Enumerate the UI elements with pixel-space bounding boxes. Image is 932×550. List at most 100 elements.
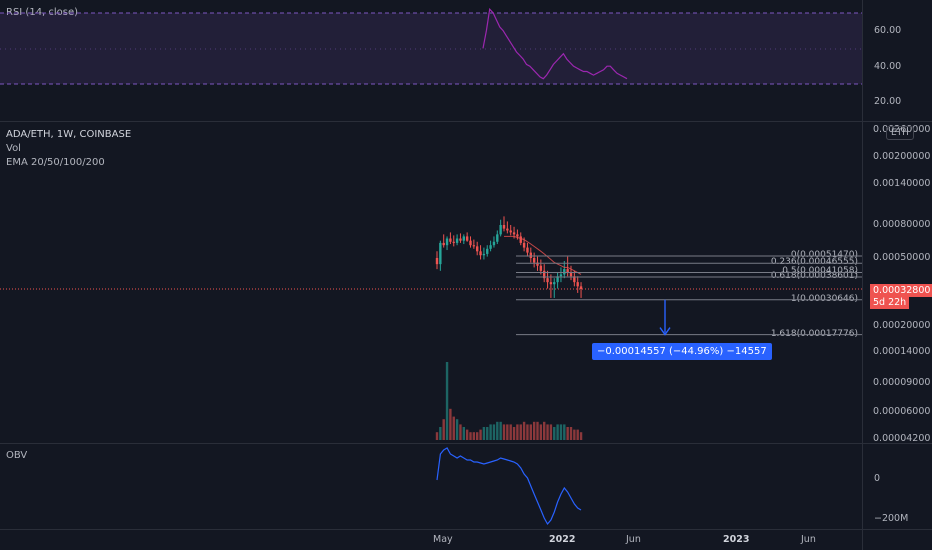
price-tick: 0.00140000 (873, 178, 931, 189)
volume-bar (536, 421, 539, 440)
candle-body (556, 276, 559, 283)
volume-bar (532, 421, 536, 440)
candle-body (465, 236, 469, 241)
volume-bar (496, 421, 499, 440)
volume-bar (576, 429, 579, 440)
rsi-band-fill (0, 13, 862, 84)
candle-body (549, 282, 553, 285)
fib-level-label: 1.618(0.00017776) (770, 328, 858, 339)
rsi-pane-bottom-border (0, 121, 932, 122)
candle-body (449, 238, 452, 242)
candle-body (516, 234, 519, 237)
candle-body (442, 242, 445, 246)
candle-body (546, 278, 549, 283)
volume-bar (439, 427, 442, 440)
candle-body (459, 238, 462, 241)
candle-body (573, 276, 576, 283)
candle-body (469, 240, 472, 246)
candle-body (529, 252, 532, 258)
time-label-2023: 2023 (723, 534, 750, 545)
fib-level-label: 0.618(0.00038601) (770, 271, 858, 282)
candle-body (509, 230, 512, 233)
volume-bar (469, 432, 472, 440)
rsi-level-60: 60.00 (874, 25, 902, 36)
rsi-level-40: 40.00 (874, 61, 902, 72)
obv-pane-top-border (0, 443, 932, 444)
ema-indicator-label[interactable]: EMA 20/50/100/200 (6, 157, 105, 168)
time-axis-top-border (0, 529, 932, 530)
volume-bar (509, 424, 512, 440)
candle-body (506, 228, 509, 231)
volume-bar (462, 427, 465, 440)
price-tick: 0.00014000 (873, 346, 931, 357)
volume-bar (486, 427, 489, 440)
candle-body (563, 269, 566, 275)
volume-indicator-label[interactable]: Vol (6, 143, 21, 154)
volume-bar (445, 362, 449, 440)
time-label-jun-2: Jun (801, 534, 816, 545)
volume-bar (449, 408, 452, 440)
candle-body (439, 242, 442, 265)
candle-body (499, 225, 502, 235)
volume-bar (556, 424, 559, 440)
volume-bar (489, 424, 492, 440)
fib-level-label: 0(0.00051470) (790, 249, 858, 260)
candle-body (455, 238, 459, 243)
candle-body (482, 253, 486, 256)
volume-bar (502, 424, 506, 440)
volume-bar (455, 419, 459, 440)
candle-body (569, 272, 573, 277)
volume-bar (546, 424, 549, 440)
volume-bar (573, 429, 576, 440)
candle-body (492, 241, 496, 246)
volume-bar (549, 424, 553, 440)
price-tick: 0.00080000 (873, 219, 931, 230)
volume-bar (472, 432, 476, 440)
volume-bar (553, 427, 556, 440)
candle-body (566, 269, 569, 273)
fib-level-label: 0.236(0.00046555) (770, 257, 858, 268)
candle-body (445, 238, 449, 246)
volume-bar (506, 424, 509, 440)
candle-body (479, 251, 482, 256)
volume-bar (569, 427, 573, 440)
price-tick: 0.00200000 (873, 151, 931, 162)
candle-body (435, 258, 439, 265)
fib-level-label: 1(0.00030646) (790, 293, 858, 304)
candle-body (526, 247, 529, 253)
measure-tooltip[interactable]: −0.00014557 (−44.96%) −14557 (592, 343, 772, 360)
price-axis-border (862, 0, 863, 550)
time-label-2022: 2022 (549, 534, 576, 545)
volume-bar (579, 432, 583, 440)
volume-bar (529, 424, 532, 440)
volume-bar (526, 424, 529, 440)
candle-body (476, 246, 479, 252)
volume-bar (519, 424, 522, 440)
symbol-title[interactable]: ADA/ETH, 1W, COINBASE (6, 129, 132, 140)
candle-body (522, 242, 526, 248)
candle-body (496, 234, 499, 242)
candle-body (462, 236, 465, 241)
price-tick: 0.00006000 (873, 406, 931, 417)
candle-body (576, 282, 579, 287)
volume-bar (479, 429, 482, 440)
candle-body (502, 225, 506, 229)
obv-title[interactable]: OBV (6, 450, 28, 461)
volume-bar (543, 421, 546, 440)
volume-bar (522, 421, 526, 440)
time-label-jun: Jun (626, 534, 641, 545)
time-label-may: May (433, 534, 453, 545)
obv-line (436, 447, 582, 526)
volume-bar (482, 427, 486, 440)
ema-line (504, 235, 582, 275)
candle-body (519, 236, 522, 243)
fib-level-label: 0.5(0.00041058) (782, 266, 858, 277)
volume-bar (499, 421, 502, 440)
price-tick: 0.00020000 (873, 320, 931, 331)
measure-arrow-head (659, 327, 671, 336)
currency-button[interactable]: ETH (886, 126, 914, 140)
candle-body (472, 245, 476, 247)
last-price-badge: 0.00032800 (870, 284, 932, 297)
candle-body (452, 241, 455, 243)
